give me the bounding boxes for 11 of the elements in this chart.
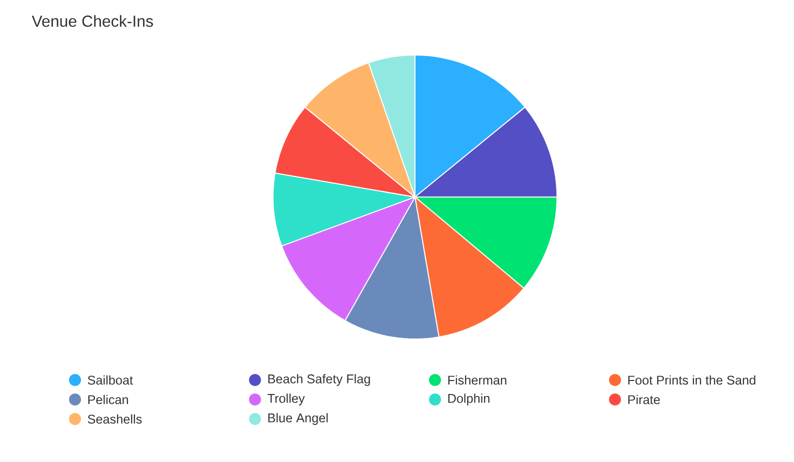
legend-label: Dolphin [448, 394, 490, 406]
legend-label: Blue Angel [268, 413, 328, 425]
legend-label: Foot Prints in the Sand [628, 375, 756, 385]
legend-label: Seashells [88, 414, 142, 424]
legend-label: Pelican [88, 394, 128, 404]
legend-label: Pirate [628, 394, 660, 404]
legend-label: Fisherman [448, 375, 506, 385]
legend-label: Sailboat [88, 375, 133, 385]
legend-label: Beach Safety Flag [268, 374, 370, 386]
chart-title: Venue Check-Ins [32, 15, 153, 27]
legend-label: Trolley [268, 394, 305, 406]
